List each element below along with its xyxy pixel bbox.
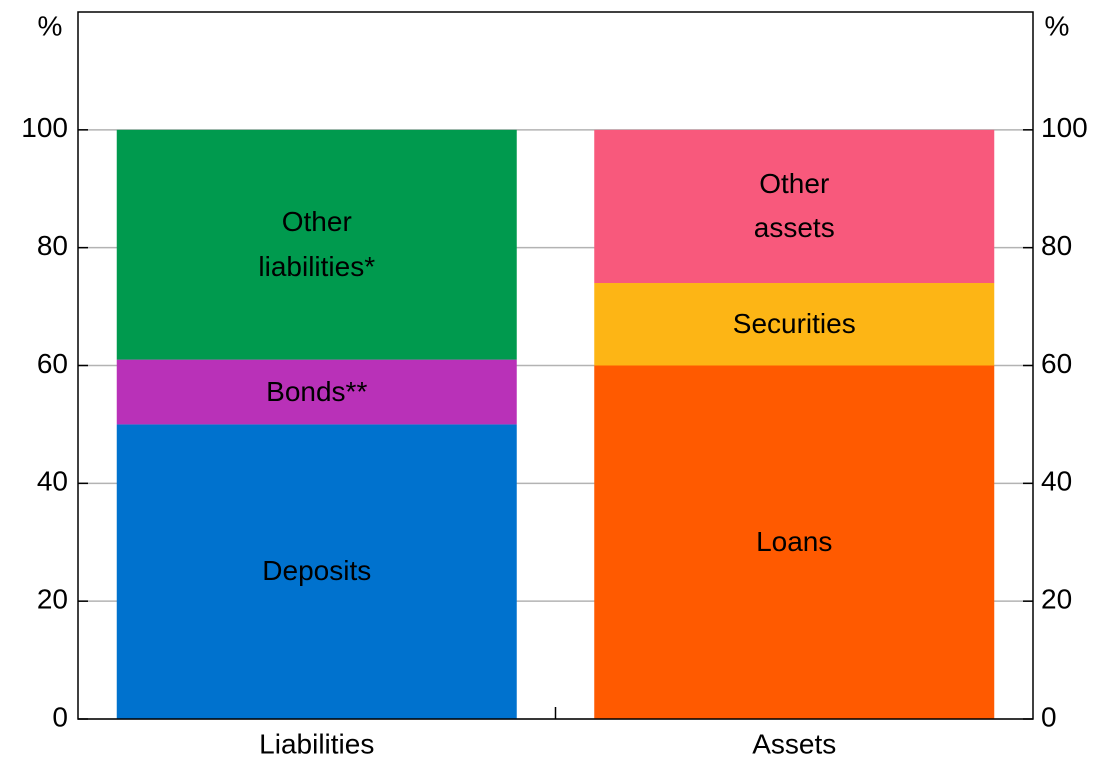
- segment-label-box: Bonds**: [266, 375, 368, 407]
- segment-label-box: Other liabilities*: [258, 205, 376, 282]
- y2-axis-label: %: [1045, 10, 1070, 41]
- segment-label: Bonds**: [266, 375, 368, 407]
- y-tick-label: 60: [37, 348, 68, 379]
- y-tick-label: 100: [21, 112, 68, 143]
- y-tick-label: 0: [52, 701, 68, 732]
- bar-segment: [116, 129, 517, 360]
- bar-segment: [594, 365, 995, 719]
- y-tick-label: 40: [37, 466, 68, 497]
- bar-segment: [594, 283, 995, 366]
- y2-tick-label: 80: [1041, 230, 1072, 261]
- plot-frame: [77, 11, 1034, 720]
- bar-segment: [116, 359, 517, 425]
- segment-label-box: Loans: [756, 525, 833, 557]
- y2-tick-label: 60: [1041, 348, 1072, 379]
- y2-tick-label: 20: [1041, 584, 1072, 615]
- bar-segment: [594, 129, 995, 284]
- y-tick-label: 80: [37, 230, 68, 261]
- y2-tick-label: 100: [1041, 112, 1088, 143]
- segment-label-box: Other assets: [753, 167, 835, 244]
- segment-label-box: Securities: [732, 307, 856, 339]
- x-tick-label: Assets: [752, 728, 836, 759]
- y-axis-label: %: [38, 10, 63, 41]
- segment-label: Other assets: [753, 167, 835, 244]
- segment-label: Securities: [732, 307, 856, 339]
- y2-tick-label: 0: [1041, 701, 1057, 732]
- segment-label: Deposits: [262, 555, 372, 587]
- y2-tick-label: 40: [1041, 466, 1072, 497]
- x-tick-label: Liabilities: [259, 728, 374, 759]
- bar-segment: [116, 424, 517, 719]
- segment-label: Loans: [756, 525, 833, 557]
- segment-label: Other liabilities*: [258, 205, 376, 282]
- y-tick-label: 20: [37, 584, 68, 615]
- segment-label-box: Deposits: [262, 555, 372, 587]
